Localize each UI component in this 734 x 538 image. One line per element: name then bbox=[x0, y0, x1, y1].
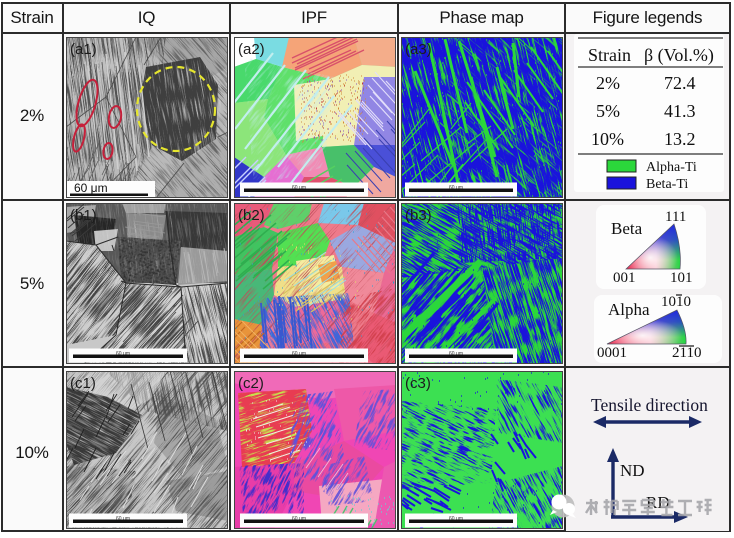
svg-text:60 μm: 60 μm bbox=[116, 516, 130, 522]
svg-text:2110: 2110 bbox=[672, 345, 701, 361]
svg-text:60 μm: 60 μm bbox=[74, 181, 108, 195]
svg-text:1010: 1010 bbox=[661, 294, 691, 310]
svg-text:(b3): (b3) bbox=[405, 207, 432, 224]
svg-text:β (Vol.%): β (Vol.%) bbox=[644, 45, 714, 66]
svg-text:(b1): (b1) bbox=[70, 207, 97, 224]
svg-text:Beta: Beta bbox=[611, 219, 643, 238]
svg-text:10%: 10% bbox=[591, 129, 624, 149]
svg-text:72.4: 72.4 bbox=[664, 73, 696, 93]
svg-text:(a3): (a3) bbox=[405, 41, 432, 58]
svg-text:Tensile direction: Tensile direction bbox=[591, 395, 708, 415]
svg-text:2%: 2% bbox=[596, 73, 620, 93]
svg-text:5%: 5% bbox=[596, 101, 620, 121]
svg-text:ND: ND bbox=[620, 461, 645, 480]
svg-text:60 μm: 60 μm bbox=[449, 516, 463, 522]
svg-text:41.3: 41.3 bbox=[664, 101, 696, 121]
svg-text:Beta-Ti: Beta-Ti bbox=[646, 177, 688, 192]
svg-text:(a1): (a1) bbox=[70, 41, 97, 58]
svg-text:60 μm: 60 μm bbox=[292, 351, 306, 357]
svg-text:101: 101 bbox=[670, 270, 693, 286]
svg-text:60 μm: 60 μm bbox=[292, 185, 306, 191]
svg-text:60 μm: 60 μm bbox=[116, 351, 130, 357]
svg-text:60 μm: 60 μm bbox=[449, 351, 463, 357]
svg-text:(c2): (c2) bbox=[238, 375, 264, 392]
svg-text:60 μm: 60 μm bbox=[292, 516, 306, 522]
svg-text:Alpha-Ti: Alpha-Ti bbox=[646, 160, 697, 175]
svg-text:(b2): (b2) bbox=[238, 207, 265, 224]
svg-text:111: 111 bbox=[665, 209, 686, 225]
svg-text:Strain: Strain bbox=[588, 45, 631, 65]
svg-text:60 μm: 60 μm bbox=[449, 185, 463, 191]
svg-text:(c1): (c1) bbox=[70, 375, 96, 392]
svg-text:001: 001 bbox=[613, 270, 636, 286]
svg-text:Alpha: Alpha bbox=[608, 300, 650, 319]
svg-text:(a2): (a2) bbox=[238, 41, 265, 58]
svg-text:(c3): (c3) bbox=[405, 375, 431, 392]
svg-text:13.2: 13.2 bbox=[664, 129, 696, 149]
svg-text:0001: 0001 bbox=[597, 345, 627, 361]
